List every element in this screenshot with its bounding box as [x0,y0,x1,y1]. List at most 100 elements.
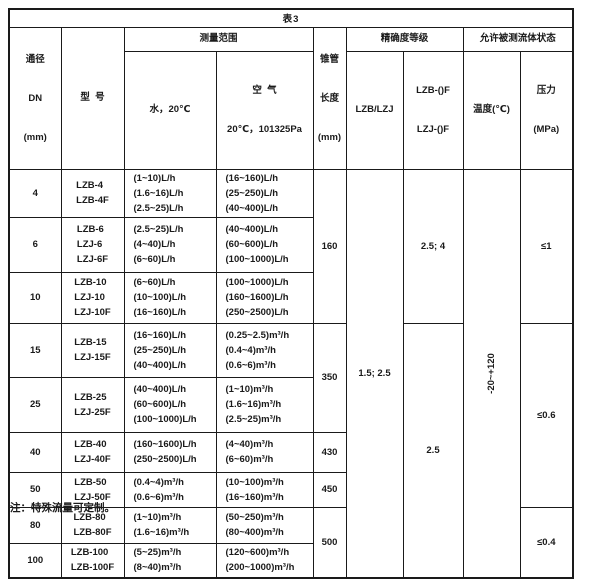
model-cell: LZB-10 LZJ-10 LZJ-10F [60,271,125,324]
water-range-cell: (1~10)L/h (1.6~16)L/h (2.5~25)L/h [123,168,217,218]
flowmeter-spec-table: 表3 通径 DN (mm) 型 号 测量范围 锥管 长度 (mm) 精确度等级 … [8,8,575,579]
table-caption: 表3 [8,8,574,28]
header-acc-lzb: LZB/LZJ [345,50,404,170]
range-line: (80~400)m³/h [225,527,284,538]
range-line: (0.4~4)m³/h [133,476,184,488]
dn-cell: 15 [8,322,62,378]
model-line: LZJ-6F [76,254,109,265]
model-line: LZJ-40F [74,454,111,465]
model-line: LZJ-6 [76,239,103,250]
cone-length-cell: 350 [312,322,347,433]
table-row: 25 LZB-25 LZJ-25F (40~400)L/h (60~600)L/… [8,376,573,433]
model-line: LZB-4 [76,180,104,191]
range-line: (25~250)L/h [225,187,279,199]
model-line: LZJ-15F [74,352,111,363]
range-line: (0.6~6)m³/h [133,491,184,503]
model-cell: LZB-50 LZJ-50F [60,471,125,508]
model-line: LZB-6 [76,224,104,235]
model-line: LZB-100F [70,562,115,574]
accuracy-lzbf-cell: 2.5 [402,322,464,579]
water-range-cell: (6~60)L/h (10~100)L/h (16~160)L/h [123,271,217,324]
range-line: (1~10)m³/h [133,512,182,523]
pressure-cell: ≤1 [519,168,574,324]
model-line: LZB-25 [74,391,107,403]
datasheet-page: 表3 通径 DN (mm) 型 号 测量范围 锥管 长度 (mm) 精确度等级 … [8,8,575,579]
header-cone-line: 长度 [319,92,339,104]
range-line: (40~400)L/h [133,359,187,371]
cone-length-cell: 450 [312,471,347,508]
air-range-cell: (10~100)m³/h (16~160)m³/h [215,471,314,508]
range-line: (120~600)m³/h [225,547,290,559]
water-range-cell: (2.5~25)L/h (4~40)L/h (6~60)L/h [123,216,217,273]
range-line: (50~250)m³/h [225,512,284,523]
water-range-cell: (5~25)m³/h (8~40)m³/h [123,542,217,579]
model-line: LZB-40 [74,439,107,450]
accuracy-lzbf-cell: 2.5; 4 [402,168,464,324]
dn-cell: 100 [8,542,62,579]
pressure-cell: ≤0.4 [519,506,574,579]
range-line: (1~10)L/h [133,172,176,184]
range-line: (250~2500)L/h [133,454,197,465]
range-line: (40~400)L/h [225,202,279,214]
range-line: (40~400)L/h [133,384,187,395]
header-pressure-line: (MPa) [533,124,560,136]
model-line: LZJ-10F [74,307,111,318]
range-line: (60~600)L/h [133,399,187,410]
header-cone-line: 锥管 [319,53,339,65]
header-fluid-state: 允许被测流体状态 [462,26,574,52]
table-row: 6 LZB-6 LZJ-6 LZJ-6F (2.5~25)L/h (4~40)L… [8,216,573,273]
air-range-cell: (100~1000)L/h (160~1600)L/h (250~2500)L/… [215,271,314,324]
cone-length-cell: 500 [312,506,347,579]
footnote: 注：特殊流量可定制。 [10,502,115,514]
range-line: (16~160)L/h [133,329,187,341]
range-line: (160~1600)L/h [133,439,197,450]
model-cell: LZB-100 LZB-100F [60,542,125,579]
model-line: LZJ-10 [74,292,105,303]
temperature-cell: -20~+120 [462,168,521,579]
header-measure-range: 测量范围 [123,26,314,52]
header-model: 型 号 [60,26,125,170]
temperature-value: -20~+120 [486,352,497,394]
water-range-cell: (0.4~4)m³/h (0.6~6)m³/h [123,471,217,508]
header-dn-line: 通径 [25,53,45,65]
model-line: LZB-80F [73,527,112,538]
model-line: LZB-15 [74,337,107,348]
range-line: (1.6~16)L/h [133,187,184,199]
range-line: (60~600)L/h [225,239,279,250]
header-water: 水，20℃ [123,50,217,170]
model-line: LZB-50 [74,476,107,488]
model-line: LZJ-25F [74,406,111,418]
air-range-cell: (0.25~2.5)m³/h (0.4~4)m³/h (0.6~6)m³/h [215,322,314,378]
dn-cell: 40 [8,431,62,473]
header-pressure-line: 压力 [536,85,556,97]
range-line: (8~40)m³/h [133,562,182,574]
cone-length-cell: 160 [312,168,347,324]
range-line: (0.6~6)m³/h [225,359,276,371]
header-dn-line: DN [28,92,43,104]
air-range-cell: (16~160)L/h (25~250)L/h (40~400)L/h [215,168,314,218]
range-line: (100~1000)L/h [225,277,289,288]
table-row: 15 LZB-15 LZJ-15F (16~160)L/h (25~250)L/… [8,322,574,579]
model-line: LZB-4F [76,195,109,206]
water-range-cell: (16~160)L/h (25~250)L/h (40~400)L/h [123,322,217,378]
range-line: (0.25~2.5)m³/h [225,329,290,341]
range-line: (2.5~25)m³/h [225,414,282,425]
range-line: (16~160)L/h [133,307,187,318]
dn-cell: 6 [8,216,62,273]
range-line: (6~60)m³/h [225,454,274,465]
header-air-line: 20℃，101325Pa [227,124,302,136]
header-acc-lzbf-line: LZJ-()F [416,124,450,136]
air-range-cell: (50~250)m³/h (80~400)m³/h [215,506,314,544]
model-cell: LZB-6 LZJ-6 LZJ-6F [60,216,125,273]
range-line: (10~100)L/h [133,292,187,303]
dn-cell: 25 [8,376,62,433]
dn-cell: 4 [8,168,62,218]
water-range-cell: (40~400)L/h (60~600)L/h (100~1000)L/h [123,376,217,433]
range-line: (100~1000)L/h [225,254,289,265]
range-line: (2.5~25)L/h [133,224,184,235]
air-range-cell: (1~10)m³/h (1.6~16)m³/h (2.5~25)m³/h [215,376,314,433]
range-line: (250~2500)L/h [225,307,289,318]
table-row: 4 LZB-4 LZB-4F (1~10)L/h (1.6~16)L/h (2.… [8,168,574,579]
pressure-cell: ≤0.6 [519,322,574,508]
model-line: LZJ-50F [74,491,111,503]
